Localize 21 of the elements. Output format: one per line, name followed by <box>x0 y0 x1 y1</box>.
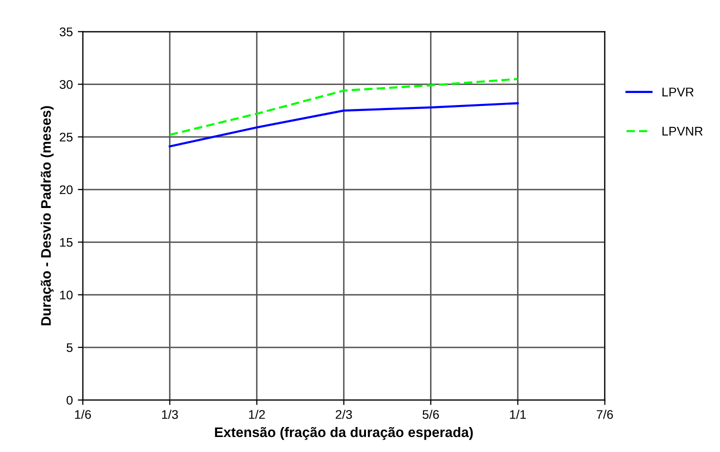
y-tick-label: 35 <box>60 27 73 36</box>
line-series <box>168 102 519 148</box>
legend-label: LPVNR <box>662 126 703 136</box>
x-tick-label: 1/2 <box>249 410 265 419</box>
y-tick-label: 10 <box>60 290 73 300</box>
x-tick-label: 1/6 <box>75 410 91 419</box>
y-tick-label: 0 <box>66 396 73 405</box>
y-tick-label: 25 <box>60 132 73 142</box>
y-tick-label: 30 <box>60 80 73 89</box>
y-tick-label: 5 <box>66 343 73 352</box>
x-tick-label: 1/3 <box>162 410 178 419</box>
line-series <box>168 78 519 136</box>
y-axis-title: Duração - Desvio Padrão (meses) <box>40 106 54 326</box>
x-tick-label: 2/3 <box>336 410 352 419</box>
x-axis-title: Extensão (fração da duração esperada) <box>215 426 473 440</box>
x-tick-label: 1/1 <box>510 410 526 419</box>
legend-label: LPVR <box>662 88 694 96</box>
y-tick-label: 15 <box>60 238 73 247</box>
y-tick-label: 20 <box>60 185 73 194</box>
x-tick-label: 7/6 <box>596 410 613 419</box>
x-tick-label: 5/6 <box>422 410 439 419</box>
